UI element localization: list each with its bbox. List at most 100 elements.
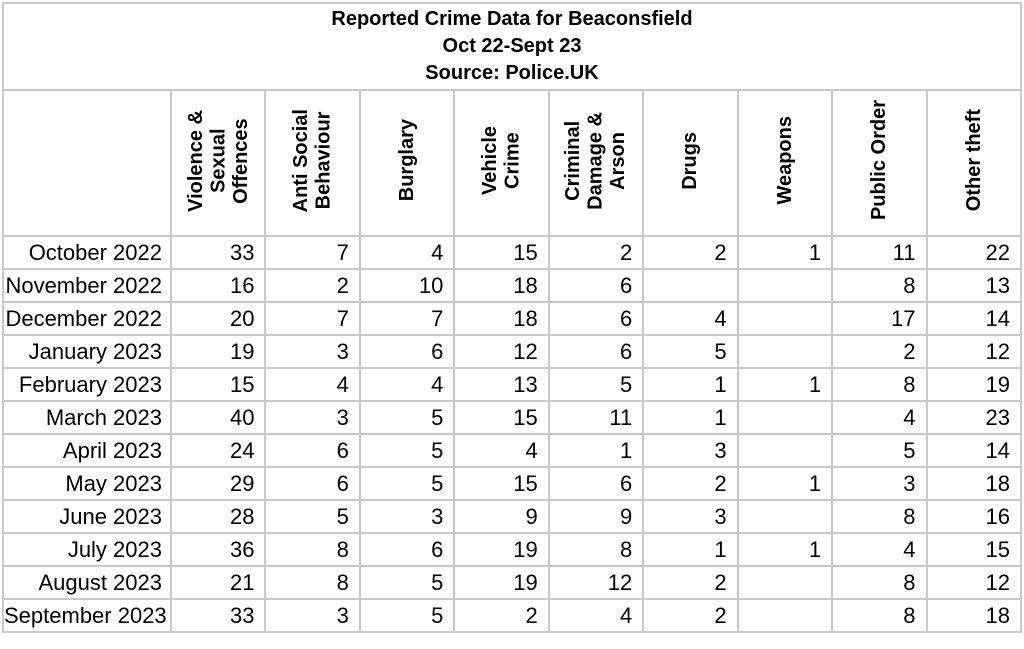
table-row: April 2023 24 6 5 4 1 3 5 14 bbox=[2, 433, 1022, 468]
data-cell: 3 bbox=[264, 400, 361, 435]
data-cell bbox=[736, 268, 834, 303]
data-cell: 14 bbox=[925, 433, 1022, 468]
data-cell: 1 bbox=[736, 532, 834, 567]
data-cell: 3 bbox=[358, 499, 456, 534]
data-cell: 5 bbox=[831, 433, 928, 468]
data-cell: 29 bbox=[169, 466, 267, 501]
column-header-label: Other theft bbox=[962, 109, 985, 212]
data-cell: 6 bbox=[358, 532, 456, 567]
row-month-label: December 2022 bbox=[2, 301, 172, 336]
data-cell: 7 bbox=[358, 301, 456, 336]
data-cell: 8 bbox=[831, 499, 928, 534]
data-cell: 18 bbox=[925, 466, 1022, 501]
data-cell bbox=[736, 400, 834, 435]
data-cell: 4 bbox=[453, 433, 550, 468]
data-cell: 2 bbox=[642, 598, 739, 633]
data-cell: 2 bbox=[453, 598, 550, 633]
data-cell: 5 bbox=[358, 598, 456, 633]
column-header: Weapons bbox=[736, 89, 834, 237]
data-cell: 1 bbox=[642, 367, 739, 402]
data-cell: 4 bbox=[547, 598, 645, 633]
data-cell: 12 bbox=[925, 334, 1022, 369]
crime-data-sheet: Reported Crime Data for Beaconsfield Oct… bbox=[2, 2, 1022, 633]
data-cell: 3 bbox=[642, 499, 739, 534]
data-cell bbox=[736, 334, 834, 369]
table-row: July 2023 36 8 6 19 8 1 1 4 15 bbox=[2, 532, 1022, 567]
data-cell: 5 bbox=[642, 334, 739, 369]
data-cell: 3 bbox=[642, 433, 739, 468]
data-cell: 6 bbox=[264, 433, 361, 468]
data-cell: 7 bbox=[264, 301, 361, 336]
row-month-label: January 2023 bbox=[2, 334, 172, 369]
data-cell: 4 bbox=[642, 301, 739, 336]
data-cell: 15 bbox=[169, 367, 267, 402]
row-month-label: May 2023 bbox=[2, 466, 172, 501]
data-cell bbox=[736, 433, 834, 468]
data-cell: 13 bbox=[453, 367, 550, 402]
data-cell: 13 bbox=[925, 268, 1022, 303]
column-header-row: Violence & Sexual Offences Anti Social Be… bbox=[2, 89, 1022, 237]
data-cell: 33 bbox=[169, 235, 267, 270]
column-header-label: Violence & Sexual Offences bbox=[184, 109, 252, 212]
data-cell: 9 bbox=[453, 499, 550, 534]
data-cell: 6 bbox=[547, 334, 645, 369]
data-cell: 10 bbox=[358, 268, 456, 303]
column-header: Public Order bbox=[831, 89, 928, 237]
row-month-label: February 2023 bbox=[2, 367, 172, 402]
data-cell: 11 bbox=[547, 400, 645, 435]
data-cell: 16 bbox=[925, 499, 1022, 534]
data-cell: 6 bbox=[358, 334, 456, 369]
data-cell: 28 bbox=[169, 499, 267, 534]
data-cell: 14 bbox=[925, 301, 1022, 336]
data-cell: 33 bbox=[169, 598, 267, 633]
data-cell bbox=[736, 301, 834, 336]
data-cell: 22 bbox=[925, 235, 1022, 270]
row-month-label: June 2023 bbox=[2, 499, 172, 534]
data-cell: 2 bbox=[264, 268, 361, 303]
data-cell: 6 bbox=[547, 268, 645, 303]
data-cell: 24 bbox=[169, 433, 267, 468]
data-cell: 20 bbox=[169, 301, 267, 336]
data-cell bbox=[736, 565, 834, 600]
column-header-label: Public Order bbox=[868, 100, 891, 221]
table-row: October 2022 33 7 4 15 2 2 1 11 22 bbox=[2, 235, 1022, 270]
row-month-label: March 2023 bbox=[2, 400, 172, 435]
data-cell: 8 bbox=[831, 565, 928, 600]
data-cell bbox=[642, 268, 739, 303]
data-cell: 12 bbox=[925, 565, 1022, 600]
data-cell: 7 bbox=[264, 235, 361, 270]
data-cell bbox=[736, 499, 834, 534]
data-cell: 16 bbox=[169, 268, 267, 303]
data-cell: 3 bbox=[264, 598, 361, 633]
data-cell: 19 bbox=[453, 532, 550, 567]
data-cell: 8 bbox=[264, 532, 361, 567]
data-cell: 9 bbox=[547, 499, 645, 534]
data-cell: 6 bbox=[547, 466, 645, 501]
data-cell: 5 bbox=[358, 466, 456, 501]
crime-data-table: Reported Crime Data for Beaconsfield Oct… bbox=[2, 2, 1022, 633]
row-month-label: November 2022 bbox=[2, 268, 172, 303]
column-header-label: Criminal Damage & Arson bbox=[562, 111, 630, 210]
data-cell: 5 bbox=[358, 565, 456, 600]
data-cell: 1 bbox=[642, 400, 739, 435]
row-month-label: April 2023 bbox=[2, 433, 172, 468]
data-cell: 15 bbox=[925, 532, 1022, 567]
table-row: January 2023 19 3 6 12 6 5 2 12 bbox=[2, 334, 1022, 369]
month-column-header-blank bbox=[2, 89, 172, 237]
title-line-3: Source: Police.UK bbox=[425, 62, 599, 84]
row-month-label: August 2023 bbox=[2, 565, 172, 600]
data-cell: 1 bbox=[736, 235, 834, 270]
table-row: February 2023 15 4 4 13 5 1 1 8 19 bbox=[2, 367, 1022, 402]
table-row: August 2023 21 8 5 19 12 2 8 12 bbox=[2, 565, 1022, 600]
data-cell: 2 bbox=[547, 235, 645, 270]
data-cell: 15 bbox=[453, 466, 550, 501]
data-cell: 18 bbox=[453, 268, 550, 303]
data-cell: 12 bbox=[453, 334, 550, 369]
data-cell: 6 bbox=[264, 466, 361, 501]
column-header-label: Weapons bbox=[773, 116, 796, 205]
column-header-label: Burglary bbox=[395, 119, 418, 202]
column-header: Vehicle Crime bbox=[453, 89, 550, 237]
column-header-label: Anti Social Behaviour bbox=[290, 108, 335, 213]
column-header-label: Drugs bbox=[679, 131, 702, 190]
row-month-label: July 2023 bbox=[2, 532, 172, 567]
